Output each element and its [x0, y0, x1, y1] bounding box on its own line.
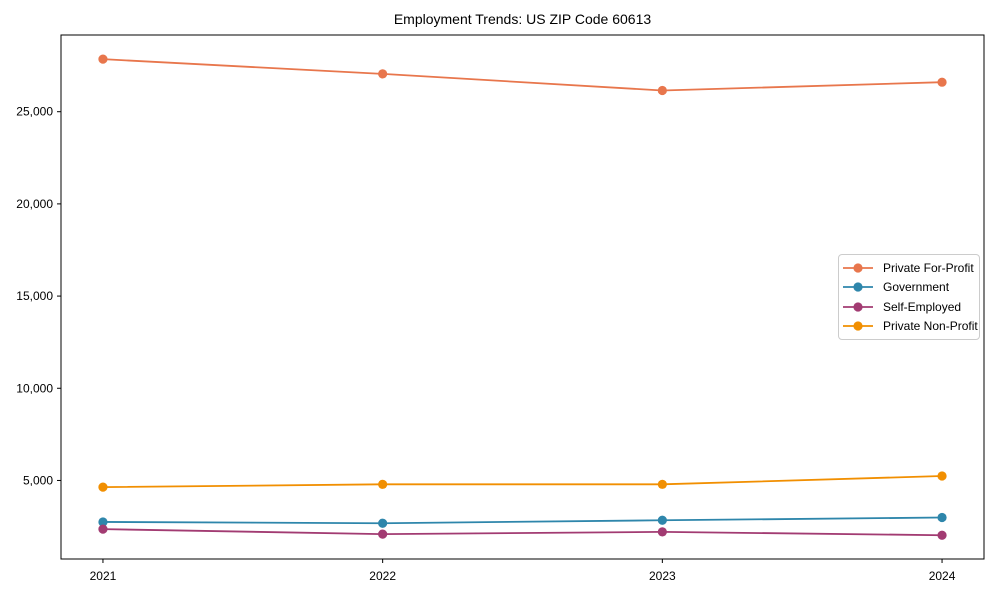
- legend-item-private-for-profit[interactable]: Private For-Profit: [843, 259, 979, 277]
- legend-label: Government: [883, 280, 950, 295]
- series-line-self-employed: [102, 528, 943, 537]
- data-point-self-employed-2023: [657, 527, 667, 537]
- x-tick-label: 2022: [369, 569, 396, 583]
- legend-item-self-employed[interactable]: Self-Employed: [843, 298, 979, 316]
- legend-marker-government: [843, 282, 873, 292]
- legend-label: Private For-Profit: [883, 260, 974, 275]
- data-point-private-non-profit-2022: [378, 479, 388, 489]
- x-tick-label: 2023: [649, 569, 676, 583]
- data-point-self-employed-2022: [378, 529, 388, 539]
- data-point-private-for-profit-2022: [378, 69, 388, 79]
- y-tick-label: 25,000: [16, 105, 53, 119]
- data-point-private-for-profit-2021: [98, 54, 108, 64]
- y-tick-label: 10,000: [16, 381, 53, 395]
- series-line-government: [102, 516, 943, 525]
- chart-title: Employment Trends: US ZIP Code 60613: [393, 11, 652, 27]
- data-point-government-2022: [378, 518, 388, 528]
- data-point-private-for-profit-2024: [937, 77, 947, 87]
- x-tick-label: 2024: [929, 569, 956, 583]
- legend-item-government[interactable]: Government: [843, 278, 979, 296]
- data-point-private-non-profit-2023: [657, 479, 667, 489]
- legend-marker-self-employed: [843, 302, 873, 312]
- y-tick-label: 15,000: [16, 289, 53, 303]
- data-point-government-2023: [657, 515, 667, 525]
- data-point-self-employed-2024: [937, 530, 947, 540]
- legend: Private For-Profit Government Self-Emplo…: [838, 254, 980, 340]
- data-point-government-2021: [98, 517, 108, 527]
- series-line-private-non-profit: [102, 475, 943, 488]
- y-tick-label: 5,000: [23, 473, 53, 487]
- y-tick-label: 20,000: [16, 197, 53, 211]
- legend-item-private-non-profit[interactable]: Private Non-Profit: [843, 317, 979, 335]
- data-point-self-employed-2021: [98, 524, 108, 534]
- legend-label: Private Non-Profit: [883, 319, 978, 334]
- data-point-private-non-profit-2021: [98, 482, 108, 492]
- legend-marker-private-for-profit: [843, 263, 873, 273]
- data-point-private-for-profit-2023: [657, 85, 667, 96]
- plot-frame: [60, 34, 985, 560]
- data-point-private-non-profit-2024: [937, 471, 947, 481]
- series-line-private-for-profit: [102, 58, 943, 92]
- legend-label: Self-Employed: [883, 299, 962, 314]
- legend-marker-private-non-profit: [843, 321, 873, 331]
- x-tick-label: 2021: [90, 569, 117, 583]
- data-point-government-2024: [937, 512, 947, 523]
